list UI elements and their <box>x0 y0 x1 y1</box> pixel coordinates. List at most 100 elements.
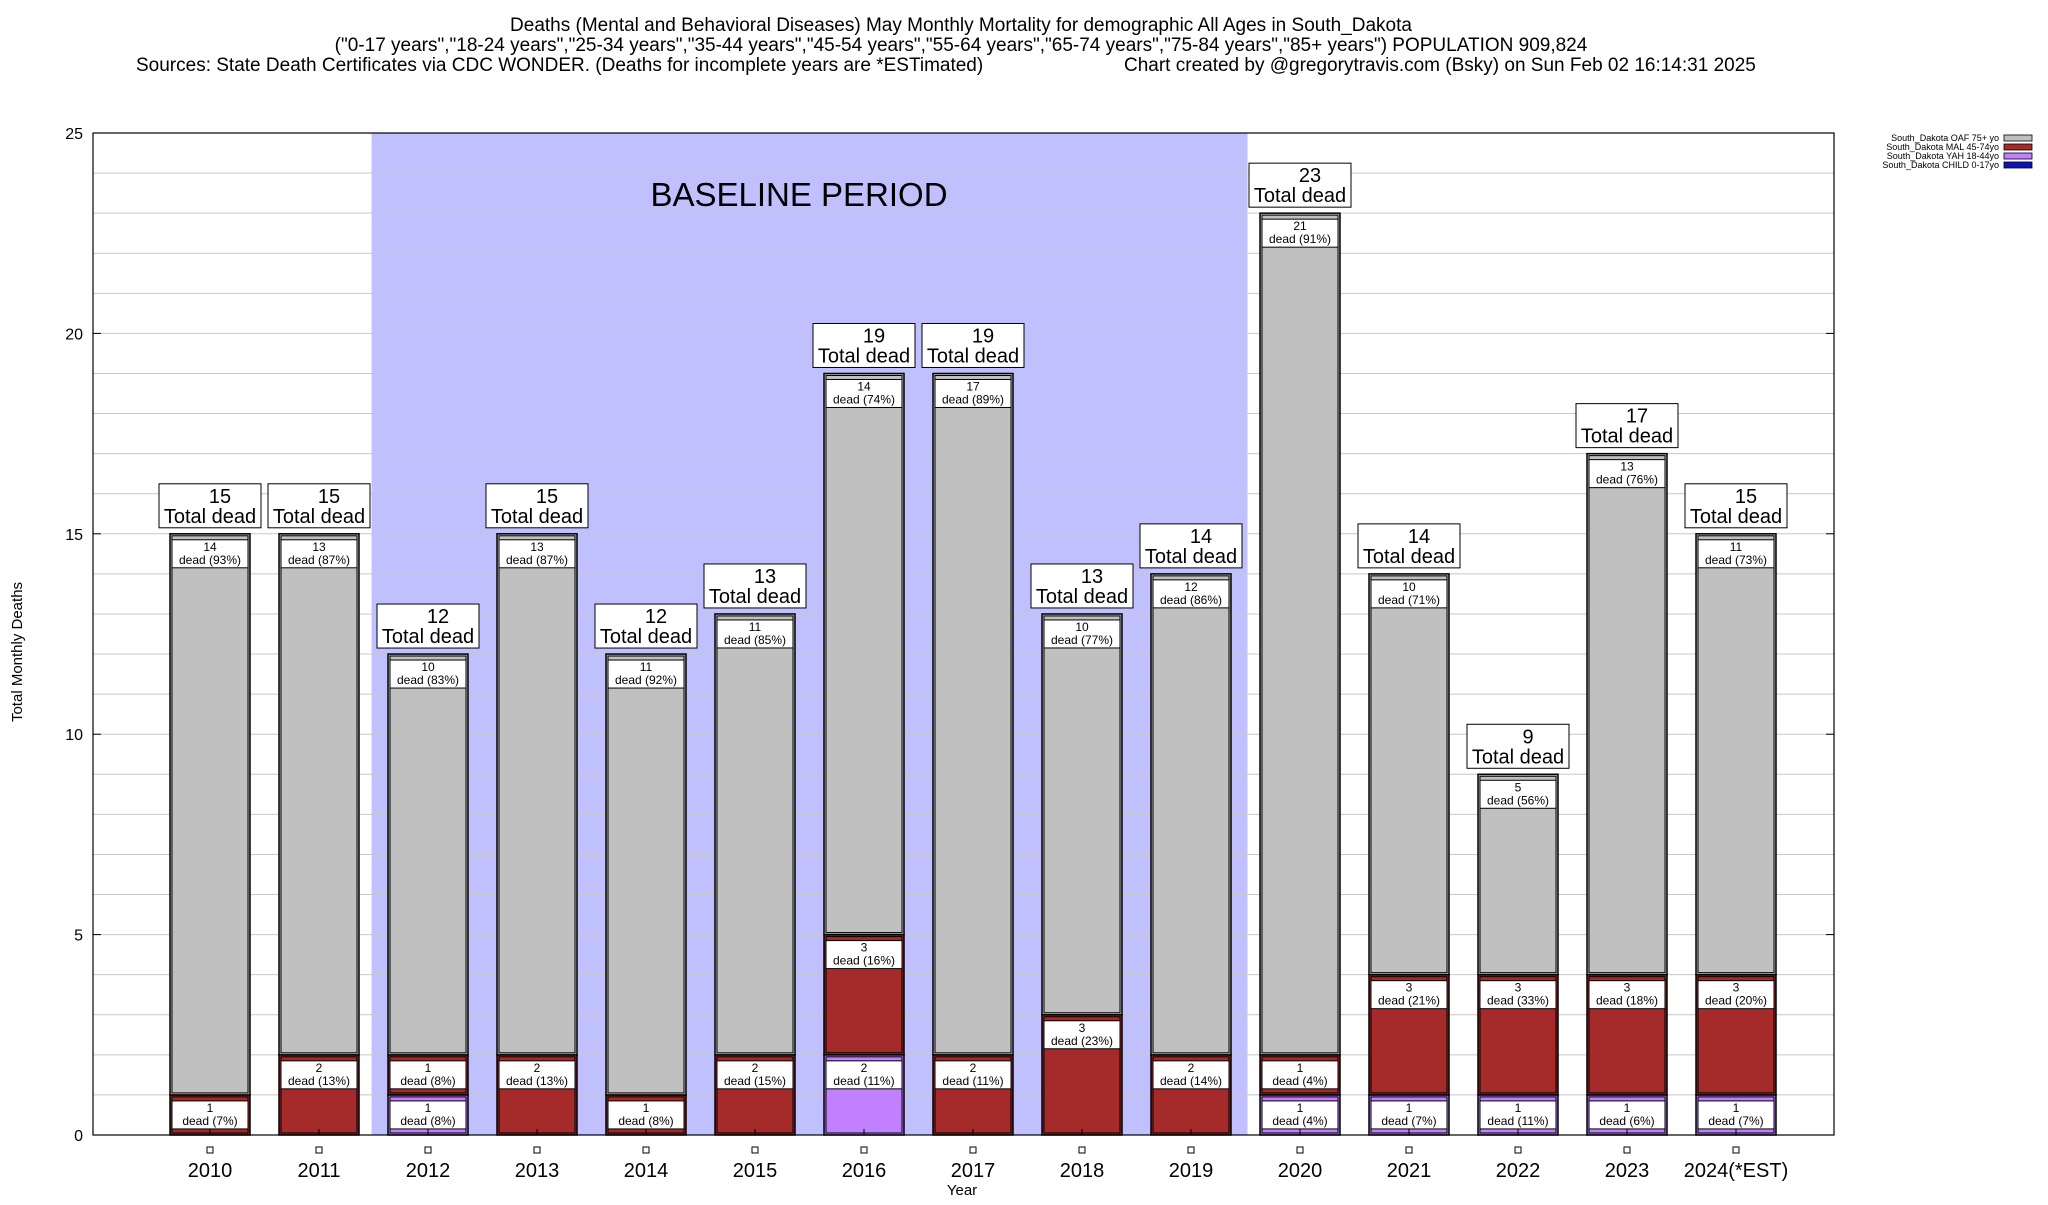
total-label-box <box>1684 483 1788 529</box>
segment-label-box <box>1697 1100 1775 1130</box>
segment-count-label: 1 <box>1733 1101 1740 1115</box>
x-tick-marker <box>1078 1146 1086 1154</box>
segment-label-box <box>280 1060 358 1090</box>
segment-label-box <box>825 940 903 970</box>
y-tick-label: 10 <box>65 727 83 744</box>
segment-label-box <box>607 1100 685 1130</box>
segment-count-label: 13 <box>1620 460 1634 474</box>
segment-count-label: 3 <box>1733 981 1740 995</box>
segment-pct-label: dead (21%) <box>1378 994 1440 1008</box>
segment-count-label: 12 <box>1184 580 1198 594</box>
segment-count-label: 2 <box>534 1061 541 1075</box>
total-count-label: 13 <box>1081 566 1103 588</box>
segment-label-box <box>171 539 249 569</box>
segment-count-label: 2 <box>752 1061 759 1075</box>
total-count-label: 19 <box>863 325 885 347</box>
segment-count-label: 2 <box>861 1061 868 1075</box>
segment-pct-label: dead (8%) <box>400 1114 455 1128</box>
total-label-box <box>1139 523 1243 569</box>
legend-entry-label: South_Dakota YAH 18-44yo <box>1887 151 1999 161</box>
segment-pct-label: dead (33%) <box>1487 994 1549 1008</box>
bar-segment <box>169 533 251 1096</box>
total-label-box <box>1248 162 1352 208</box>
segment-pct-label: dead (73%) <box>1705 553 1767 567</box>
segment-count-label: 14 <box>857 379 871 393</box>
total-label-box <box>1466 723 1570 769</box>
segment-label-box <box>607 659 685 689</box>
total-count-label: 12 <box>427 606 449 628</box>
x-tick-marker <box>1296 1146 1304 1154</box>
segment-count-label: 14 <box>203 540 217 554</box>
segment-pct-label: dead (8%) <box>618 1114 673 1128</box>
total-label-box <box>1030 563 1134 609</box>
total-suffix-label: Total dead <box>1472 746 1564 768</box>
bar-segment <box>1259 212 1341 1056</box>
total-count-label: 15 <box>318 486 340 508</box>
segment-label-box <box>1370 1100 1448 1130</box>
plot-frame <box>92 132 1835 1136</box>
total-suffix-label: Total dead <box>1581 426 1673 448</box>
segment-label-box <box>1370 980 1448 1010</box>
segment-pct-label: dead (16%) <box>833 954 895 968</box>
segment-label-box <box>389 659 467 689</box>
y-tick-label: 25 <box>65 126 83 143</box>
bar-segment <box>1368 573 1450 976</box>
bar-segment <box>932 372 1014 1056</box>
segment-pct-label: dead (4%) <box>1272 1074 1327 1088</box>
segment-pct-label: dead (92%) <box>615 673 677 687</box>
segment-pct-label: dead (87%) <box>506 553 568 567</box>
segment-count-label: 3 <box>861 941 868 955</box>
segment-pct-label: dead (77%) <box>1051 633 1113 647</box>
x-tick-marker <box>642 1146 650 1154</box>
segment-count-label: 10 <box>1075 620 1089 634</box>
x-tick-marker <box>1732 1146 1740 1154</box>
x-tick-marker <box>1623 1146 1631 1154</box>
segment-count-label: 3 <box>1079 1021 1086 1035</box>
segment-pct-label: dead (7%) <box>1381 1114 1436 1128</box>
segment-label-box <box>280 539 358 569</box>
total-count-label: 9 <box>1522 726 1533 748</box>
segment-count-label: 1 <box>1624 1101 1631 1115</box>
segment-pct-label: dead (11%) <box>942 1074 1003 1088</box>
segment-label-box <box>934 378 1012 408</box>
segment-count-label: 1 <box>643 1101 650 1115</box>
segment-label-box <box>1152 1060 1230 1090</box>
y-axis-label: Total Monthly Deaths <box>9 582 26 722</box>
bar-segment-inner <box>1152 575 1230 1054</box>
total-count-label: 12 <box>645 606 667 628</box>
segment-count-label: 13 <box>312 540 326 554</box>
segment-label-box <box>1588 459 1666 489</box>
total-label-box <box>376 603 480 649</box>
segment-pct-label: dead (13%) <box>288 1074 350 1088</box>
segment-pct-label: dead (89%) <box>942 392 1004 406</box>
segment-count-label: 13 <box>530 540 544 554</box>
segment-pct-label: dead (71%) <box>1378 593 1440 607</box>
total-count-label: 17 <box>1626 406 1648 428</box>
total-count-label: 19 <box>972 325 994 347</box>
segment-label-box <box>825 1060 903 1090</box>
segment-label-box <box>1588 1100 1666 1130</box>
bar-segment-inner <box>716 615 794 1054</box>
segment-pct-label: dead (7%) <box>182 1114 237 1128</box>
bar-segment-inner <box>171 535 249 1094</box>
y-tick-label: 5 <box>74 928 83 945</box>
bar-segment <box>496 533 578 1056</box>
segment-pct-label: dead (20%) <box>1705 994 1767 1008</box>
segment-count-label: 11 <box>749 620 762 634</box>
legend-entry-label: South_Dakota CHILD 0-17yo <box>1882 160 1999 170</box>
bar-segment <box>1150 573 1232 1056</box>
segment-count-label: 2 <box>970 1061 977 1075</box>
x-tick-marker <box>1514 1146 1522 1154</box>
y-tick-label: 0 <box>74 1128 83 1145</box>
x-tick-marker <box>860 1146 868 1154</box>
bar-segment <box>1041 613 1123 1016</box>
segment-count-label: 1 <box>1297 1061 1304 1075</box>
segment-pct-label: dead (85%) <box>724 633 786 647</box>
bar-segment-inner <box>825 374 903 934</box>
chart-title-line-1: Deaths (Mental and Behavioral Diseases) … <box>510 15 1412 36</box>
bar-segment-inner <box>280 535 358 1054</box>
segment-pct-label: dead (91%) <box>1269 232 1331 246</box>
segment-pct-label: dead (18%) <box>1596 994 1658 1008</box>
y-tick-label: 15 <box>65 527 83 544</box>
segment-count-label: 17 <box>966 379 980 393</box>
